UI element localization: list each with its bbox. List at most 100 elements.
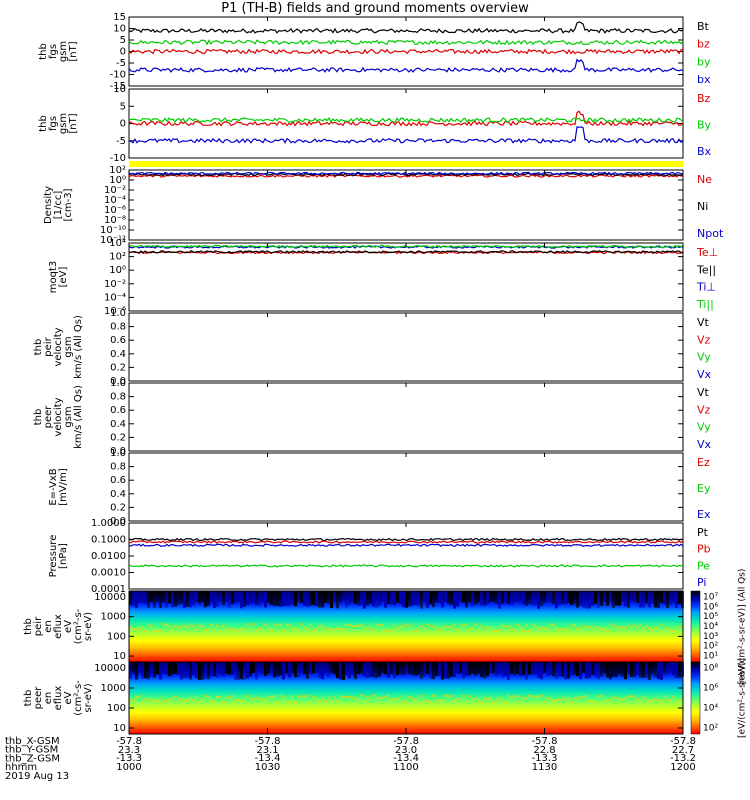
spectrogram-band xyxy=(585,625,588,628)
spectrogram-band xyxy=(621,699,624,702)
spectrogram-noise xyxy=(171,662,174,675)
spectrogram-band xyxy=(345,696,348,699)
spectrogram-band xyxy=(231,694,234,697)
spectrogram-band xyxy=(204,628,207,631)
spectrogram-band xyxy=(411,699,414,702)
spectrogram-noise xyxy=(177,591,180,605)
spectrogram-band xyxy=(309,623,312,626)
spectrogram-noise xyxy=(408,591,411,607)
spectrogram-noise xyxy=(429,591,432,605)
spectrogram-noise xyxy=(621,662,624,677)
spectrogram-band xyxy=(627,695,630,698)
panel-frame xyxy=(128,522,684,590)
spectrogram-noise xyxy=(129,662,132,679)
spectrogram-band xyxy=(561,628,564,631)
spectrogram-noise xyxy=(495,591,498,605)
y-axis-label: (cm²-s- xyxy=(73,680,84,716)
spectrogram-band xyxy=(411,623,414,626)
spectrogram-band xyxy=(474,697,477,700)
spectrogram-noise xyxy=(345,662,348,676)
spectrogram-noise xyxy=(453,591,456,609)
spectrogram-noise xyxy=(297,662,300,678)
x-tick-label-hhmm: 1200 xyxy=(670,762,695,773)
spectrogram-band xyxy=(654,626,657,629)
spectrogram-band xyxy=(219,629,222,632)
spectrogram-noise xyxy=(672,662,675,676)
spectrogram-band xyxy=(609,623,612,626)
spectrogram-noise xyxy=(489,591,492,603)
spectrogram-band xyxy=(669,699,672,702)
spectrogram-band xyxy=(336,627,339,630)
spectrogram-noise xyxy=(468,662,471,676)
spectrogram-noise xyxy=(225,591,228,602)
spectrogram-noise xyxy=(231,662,234,675)
spectrogram-band xyxy=(360,694,363,697)
spectrogram-band xyxy=(282,696,285,699)
spectrogram-band xyxy=(135,696,138,699)
panel-6: 1.0 0.8 0.6 0.4 0.2 0.0 thb peer velocity gsm km/s… xyxy=(33,378,712,457)
spectrogram-band xyxy=(567,697,570,700)
spectrogram-band xyxy=(429,700,432,703)
spectrogram-noise xyxy=(672,591,675,604)
spectrogram-band xyxy=(201,625,204,628)
spectrogram-band xyxy=(300,695,303,698)
spectrogram-band xyxy=(402,700,405,703)
y-tick-label: 1.0 xyxy=(110,308,126,319)
spectrogram-band xyxy=(276,700,279,703)
y-axis-label: [nT] xyxy=(68,113,79,133)
spectrogram-band xyxy=(639,623,642,626)
y-tick-label: -10 xyxy=(110,70,126,81)
spectrogram-noise xyxy=(438,662,441,676)
spectrogram-band xyxy=(162,700,165,703)
x-row-label: thb_X-GSM xyxy=(5,736,60,747)
spectrogram-band xyxy=(297,696,300,699)
spectrogram-band xyxy=(195,627,198,630)
spectrogram-noise xyxy=(570,662,573,676)
colorbar-tick-label: 10⁴ xyxy=(703,622,718,632)
spectrogram-band xyxy=(588,699,591,702)
spectrogram-band xyxy=(186,699,189,702)
y-axis-label: eflux xyxy=(53,686,64,711)
spectrogram-noise xyxy=(618,662,621,675)
spectrogram-noise xyxy=(168,591,171,604)
spectrogram-noise xyxy=(645,662,648,679)
x-tick-label-hhmm: 1130 xyxy=(532,762,557,773)
spectrogram-band xyxy=(318,625,321,628)
y-tick-label: 10 xyxy=(113,24,126,35)
y-tick-label: 0 xyxy=(120,119,126,130)
spectrogram-band xyxy=(501,700,504,703)
spectrogram-noise xyxy=(495,662,498,677)
spectrogram-band xyxy=(513,629,516,632)
spectrogram-noise xyxy=(444,662,447,679)
spectrogram-noise xyxy=(456,591,459,607)
spectrogram-band xyxy=(306,694,309,697)
spectrogram-band xyxy=(147,697,150,700)
spectrogram-noise xyxy=(171,591,174,608)
spectrogram-noise xyxy=(486,662,489,677)
spectrogram-noise xyxy=(174,662,177,674)
x-tick-label-z: -13.3 xyxy=(116,753,142,764)
spectrogram-band xyxy=(216,695,219,698)
spectrogram-noise xyxy=(357,591,360,606)
spectrogram-noise xyxy=(543,662,546,673)
series-line-Bt xyxy=(128,21,684,34)
spectrogram-noise xyxy=(465,662,468,676)
spectrogram-band xyxy=(474,623,477,626)
spectrogram-noise xyxy=(489,662,492,674)
y-axis-label: gsm xyxy=(58,41,69,62)
legend-Vt: Vt xyxy=(697,386,710,399)
spectrogram-noise xyxy=(282,591,285,606)
spectrogram-band xyxy=(543,701,546,704)
y-tick-label: 0.8 xyxy=(110,392,126,403)
colorbar-label: [eV/(cm²-s-sr-eV)] (All Qs) xyxy=(738,569,748,685)
spectrogram-noise xyxy=(447,591,450,604)
spectrogram-band xyxy=(534,625,537,628)
spectrogram-noise xyxy=(615,591,618,606)
spectrogram-band xyxy=(213,701,216,704)
spectrogram-noise xyxy=(585,662,588,679)
spectrogram-band xyxy=(615,697,618,700)
spectrogram-noise xyxy=(540,662,543,680)
spectrogram-noise xyxy=(450,662,453,677)
spectrogram-noise xyxy=(216,591,219,608)
spectrogram-band xyxy=(519,699,522,702)
